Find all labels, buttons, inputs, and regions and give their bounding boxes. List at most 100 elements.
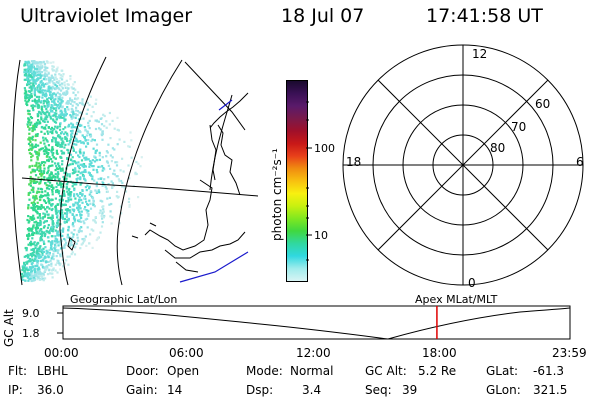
emission-pixel bbox=[43, 89, 47, 92]
emission-pixel bbox=[65, 221, 68, 224]
emission-pixel bbox=[127, 145, 130, 148]
emission-pixel bbox=[45, 147, 48, 150]
emission-pixel bbox=[66, 132, 69, 135]
emission-pixel bbox=[78, 167, 81, 170]
emission-pixel bbox=[95, 98, 98, 101]
xtick-1800: 18:00 bbox=[422, 346, 457, 360]
emission-pixel bbox=[49, 117, 52, 120]
emission-pixel bbox=[64, 239, 67, 242]
emission-pixel bbox=[74, 97, 77, 100]
emission-pixel bbox=[36, 133, 39, 136]
emission-pixel bbox=[137, 196, 140, 199]
emission-pixel bbox=[108, 203, 111, 206]
emission-pixel bbox=[54, 245, 57, 248]
emission-pixel bbox=[74, 113, 77, 116]
emission-pixel bbox=[65, 183, 68, 186]
emission-pixel bbox=[105, 160, 109, 163]
emission-pixel bbox=[73, 253, 77, 256]
emission-pixel bbox=[49, 164, 52, 167]
emission-pixel bbox=[72, 204, 75, 207]
emission-pixel bbox=[80, 141, 83, 144]
emission-pixel bbox=[30, 121, 33, 124]
mlt-label-12: 12 bbox=[472, 47, 488, 61]
emission-pixel bbox=[43, 170, 46, 173]
emission-pixel bbox=[31, 127, 34, 130]
emission-pixel bbox=[65, 112, 68, 116]
emission-pixel bbox=[52, 250, 55, 253]
emission-pixel bbox=[62, 203, 65, 207]
emission-pixel bbox=[46, 205, 49, 209]
emission-pixel bbox=[74, 167, 77, 170]
emission-pixel bbox=[75, 98, 78, 101]
emission-pixel bbox=[50, 150, 53, 153]
emission-pixel bbox=[29, 140, 32, 144]
emission-pixel bbox=[57, 172, 60, 175]
emission-pixel bbox=[85, 156, 88, 159]
emission-pixel bbox=[37, 252, 40, 255]
emission-pixel bbox=[50, 185, 53, 188]
emission-pixel bbox=[44, 94, 47, 97]
emission-pixel bbox=[51, 226, 54, 229]
emission-pixel bbox=[26, 275, 29, 278]
emission-pixel bbox=[92, 168, 95, 171]
emission-pixel bbox=[46, 213, 50, 216]
emission-pixel bbox=[30, 137, 33, 140]
emission-pixel bbox=[44, 277, 47, 280]
emission-pixel bbox=[121, 181, 124, 184]
emission-pixel bbox=[54, 95, 57, 98]
emission-pixel bbox=[46, 273, 50, 276]
emission-pixel bbox=[76, 177, 79, 180]
emission-pixel bbox=[23, 270, 26, 273]
emission-pixel bbox=[51, 92, 54, 95]
emission-pixel bbox=[44, 127, 47, 130]
boundary-line bbox=[218, 99, 233, 111]
emission-pixel bbox=[63, 194, 66, 197]
emission-pixel bbox=[94, 119, 97, 122]
emission-pixel bbox=[48, 81, 51, 84]
emission-pixel bbox=[32, 209, 35, 212]
emission-pixel bbox=[43, 142, 46, 145]
emission-pixel bbox=[70, 86, 73, 89]
emission-pixel bbox=[67, 219, 70, 222]
emission-pixel bbox=[27, 112, 30, 115]
emission-pixel bbox=[63, 91, 66, 94]
emission-pixel bbox=[75, 139, 78, 142]
emission-pixel bbox=[73, 81, 76, 84]
emission-pixel bbox=[28, 277, 31, 280]
emission-pixel bbox=[46, 236, 50, 239]
emission-pixel bbox=[82, 175, 85, 178]
emission-pixel bbox=[48, 112, 51, 115]
emission-pixel bbox=[32, 75, 36, 78]
emission-pixel bbox=[99, 128, 102, 131]
emission-pixel bbox=[76, 110, 79, 113]
emission-pixel bbox=[43, 200, 46, 203]
emission-pixel bbox=[82, 220, 85, 223]
emission-pixel bbox=[101, 212, 104, 215]
emission-pixel bbox=[73, 195, 76, 198]
emission-pixel bbox=[30, 104, 33, 107]
emission-pixel bbox=[76, 236, 79, 239]
emission-pixel bbox=[41, 161, 44, 164]
emission-pixel bbox=[32, 125, 35, 128]
emission-pixel bbox=[34, 133, 38, 136]
emission-pixel bbox=[38, 254, 41, 257]
emission-pixel bbox=[70, 126, 73, 129]
emission-pixel bbox=[67, 263, 70, 266]
emission-pixel bbox=[28, 260, 31, 263]
emission-pixel bbox=[105, 187, 108, 190]
emission-pixel bbox=[110, 202, 113, 206]
emission-pixel bbox=[40, 238, 44, 241]
emission-pixel bbox=[54, 103, 57, 106]
emission-pixel bbox=[69, 99, 72, 102]
emission-pixel bbox=[37, 153, 41, 156]
emission-pixel bbox=[44, 145, 47, 148]
emission-pixel bbox=[134, 171, 137, 174]
emission-pixel bbox=[45, 267, 48, 270]
emission-pixel bbox=[26, 272, 29, 275]
emission-pixel bbox=[66, 190, 69, 193]
emission-pixel bbox=[35, 205, 38, 208]
emission-pixel bbox=[79, 247, 82, 250]
emission-pixel bbox=[71, 104, 74, 107]
emission-pixel bbox=[74, 116, 77, 119]
